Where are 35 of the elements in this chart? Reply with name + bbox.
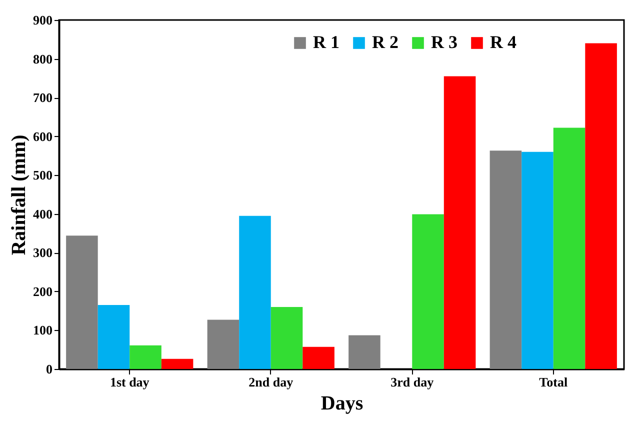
y-tick-label: 100 bbox=[33, 322, 52, 338]
bar bbox=[348, 335, 380, 369]
x-tick-label: 1st day bbox=[110, 374, 150, 390]
x-tick-label: 2nd day bbox=[248, 374, 294, 390]
x-tick-label: Total bbox=[539, 374, 568, 390]
legend-label: R 3 bbox=[431, 32, 458, 52]
bar bbox=[66, 236, 98, 369]
bar bbox=[207, 320, 240, 369]
y-tick-label: 600 bbox=[33, 128, 52, 144]
y-tick-label: 400 bbox=[33, 206, 52, 222]
bar bbox=[490, 150, 522, 369]
y-tick-label: 200 bbox=[33, 284, 52, 299]
bar bbox=[522, 152, 554, 369]
bar bbox=[270, 306, 303, 369]
y-tick-label: 700 bbox=[33, 90, 52, 106]
x-axis-title: Days bbox=[320, 392, 364, 414]
y-tick-label: 500 bbox=[33, 168, 52, 183]
legend-label: R 1 bbox=[313, 32, 340, 52]
bar bbox=[302, 346, 334, 369]
bar bbox=[412, 214, 444, 369]
y-tick-label: 900 bbox=[33, 12, 52, 28]
bar bbox=[444, 76, 476, 369]
bar bbox=[161, 358, 194, 369]
bar bbox=[98, 305, 130, 369]
y-tick-label: 800 bbox=[33, 51, 52, 66]
bar bbox=[553, 128, 586, 369]
x-tick-label: 3rd day bbox=[390, 374, 434, 390]
bar bbox=[585, 43, 617, 369]
bar bbox=[130, 345, 162, 369]
y-axis-title: Rainfall (mm) bbox=[8, 134, 30, 256]
bar bbox=[239, 216, 271, 369]
y-tick-label: 300 bbox=[33, 245, 52, 260]
legend-label: R 4 bbox=[490, 32, 516, 52]
legend-label: R 2 bbox=[372, 32, 398, 52]
y-tick-label: 0 bbox=[46, 362, 52, 376]
